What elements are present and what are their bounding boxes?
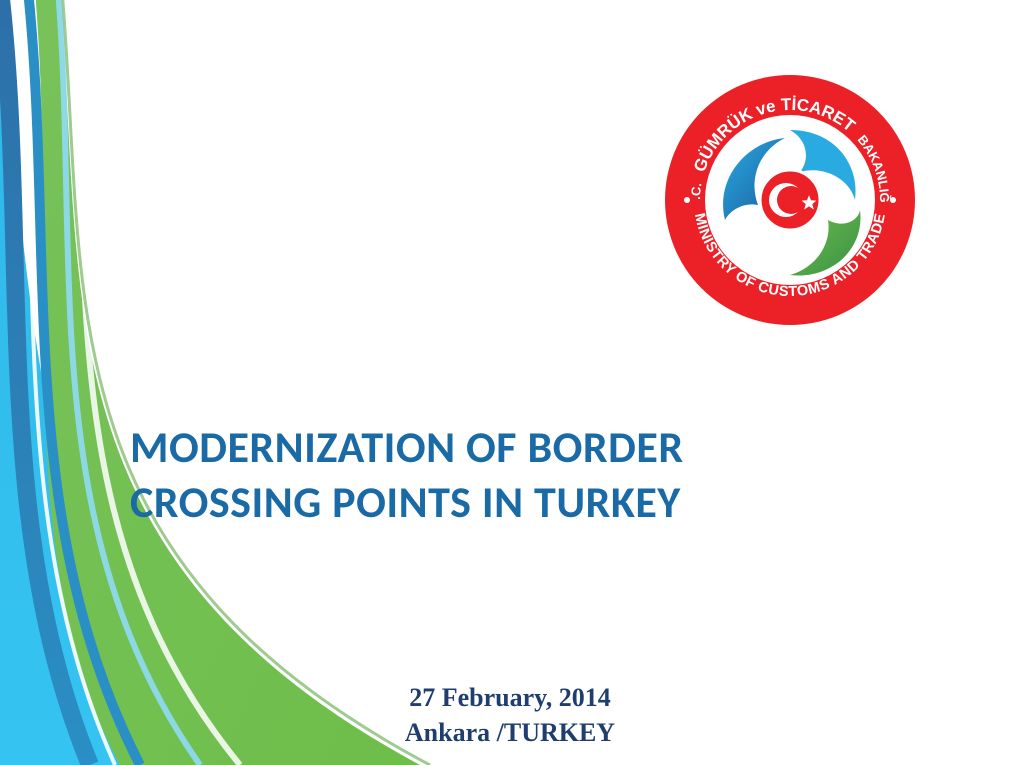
slide-subtitle: 27 February, 2014 Ankara /TURKEY: [0, 680, 1020, 750]
slide: T.C. GÜMRÜK ve TİCARET BAKANLIĞI MINISTR…: [0, 0, 1020, 765]
ministry-logo: T.C. GÜMRÜK ve TİCARET BAKANLIĞI MINISTR…: [660, 70, 920, 330]
slide-title: MODERNIZATION OF BORDER CROSSING POINTS …: [130, 420, 910, 530]
title-line1: MODERNIZATION OF BORDER: [130, 420, 684, 474]
subtitle-date: 27 February, 2014: [409, 683, 611, 712]
title-line2: CROSSING POINTS IN TURKEY: [130, 475, 681, 529]
subtitle-location: Ankara /TURKEY: [405, 718, 615, 747]
